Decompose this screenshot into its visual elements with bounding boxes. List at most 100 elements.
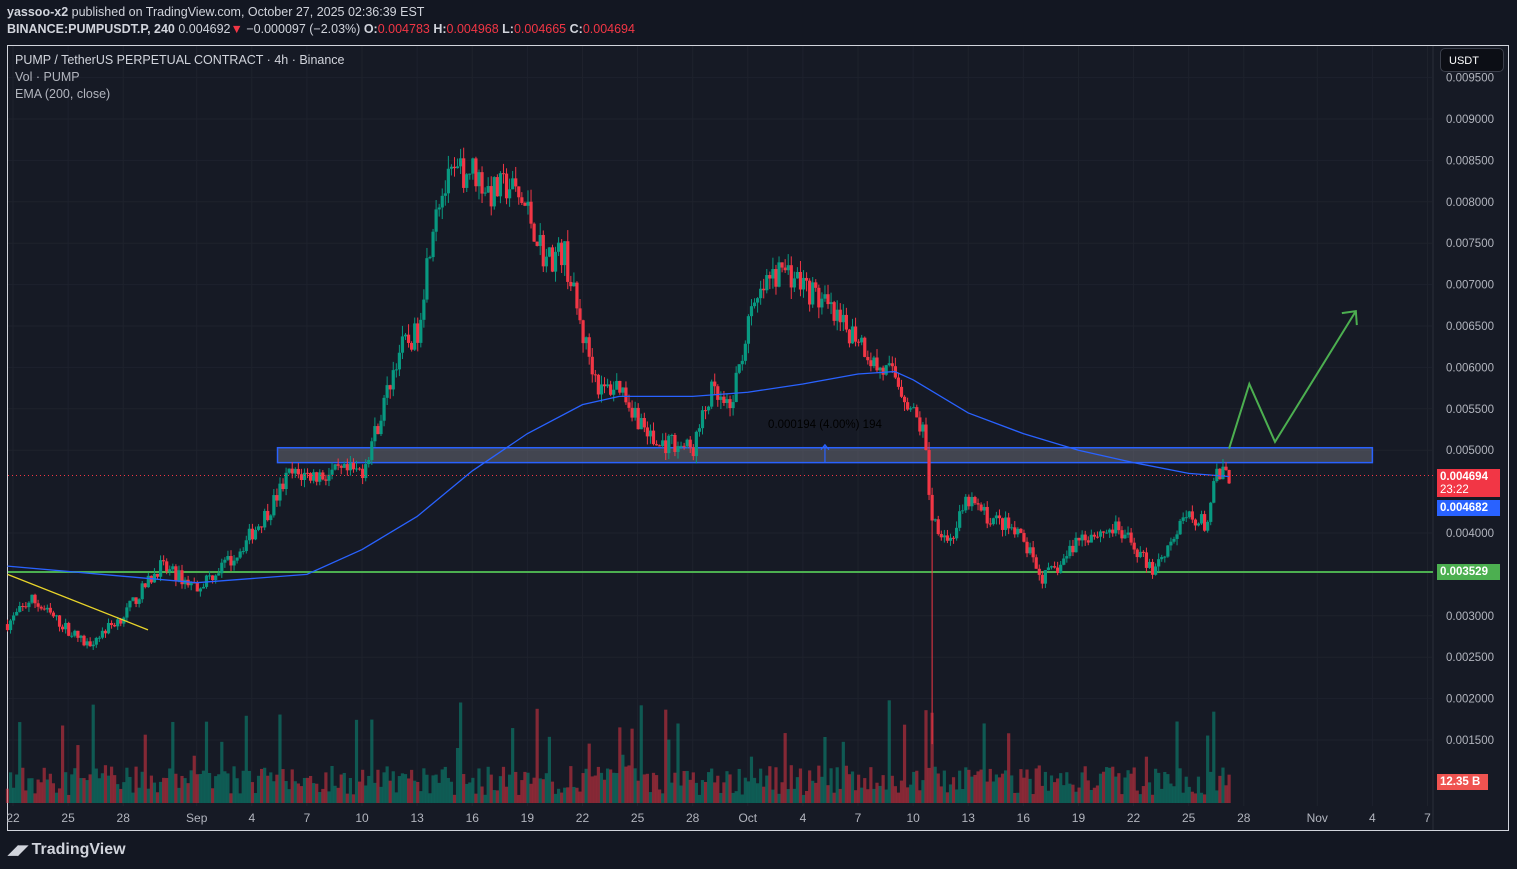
volume-bar [57, 788, 62, 803]
volume-bar [351, 794, 356, 803]
time-tick-label: Oct [738, 811, 757, 825]
volume-bar [664, 709, 668, 803]
candle [538, 234, 542, 246]
candle [798, 271, 803, 290]
volume-bar [578, 791, 582, 803]
high-label: H: [433, 22, 447, 36]
volume-bar [844, 765, 848, 803]
volume-bar [21, 767, 25, 803]
candle [143, 583, 147, 588]
volume-bar [1080, 772, 1084, 803]
volume-bar [1074, 791, 1078, 803]
volume-bar [290, 769, 294, 803]
candle [1052, 566, 1057, 568]
candle [1074, 537, 1078, 553]
candle [422, 299, 426, 320]
candle [1203, 514, 1207, 531]
candle [945, 535, 950, 541]
volume-bar [348, 777, 352, 803]
candle [624, 387, 628, 403]
candle [1126, 532, 1130, 535]
volume-bar [682, 771, 686, 803]
candle [832, 302, 836, 321]
candle [755, 298, 760, 303]
volume-bar [1092, 787, 1096, 803]
candle [912, 407, 916, 409]
candle [829, 302, 833, 305]
time-tick-label: 4 [248, 811, 255, 825]
candle [21, 606, 25, 608]
candle [158, 560, 163, 577]
volume-bar [391, 771, 395, 803]
price-tick-label: 0.003000 [1446, 611, 1494, 623]
volume-bar [1163, 771, 1167, 803]
candle [896, 377, 901, 387]
candle [134, 597, 138, 604]
candle [737, 364, 741, 373]
candle [572, 282, 576, 287]
volume-bar [1184, 776, 1188, 803]
volume-bar [1019, 769, 1023, 803]
candle [636, 407, 640, 430]
volume-bar [648, 792, 653, 803]
volume-bar [330, 765, 334, 803]
close-value: 0.004694 [582, 22, 635, 36]
volume-bar [131, 792, 135, 803]
time-tick-label: 25 [61, 811, 75, 825]
time-tick-label: 4 [1369, 811, 1376, 825]
candle [811, 282, 815, 305]
volume-bar [483, 794, 487, 803]
candle [792, 278, 796, 288]
candle [688, 439, 692, 448]
volume-bar [1098, 773, 1103, 803]
candle [1190, 511, 1194, 520]
volume-bar [119, 788, 123, 803]
candle [125, 607, 129, 618]
volume-bar [60, 725, 65, 803]
volume-bar [731, 792, 735, 803]
candle [33, 594, 37, 604]
candle [713, 381, 717, 387]
volume-bar [700, 780, 705, 803]
volume-bar [116, 784, 120, 803]
volume-bar [820, 776, 824, 803]
volume-bar [296, 783, 300, 803]
time-tick-label: 13 [410, 811, 424, 825]
candle [881, 367, 885, 375]
candle [486, 186, 490, 193]
candle [749, 306, 754, 317]
currency-button[interactable]: USDT [1440, 48, 1504, 72]
candle [296, 468, 300, 475]
candle [269, 515, 273, 521]
candle [235, 557, 239, 561]
candle [477, 172, 481, 187]
chart-pane[interactable] [7, 45, 1509, 831]
volume-bar [792, 788, 796, 803]
candle [462, 158, 466, 188]
volume-bar [875, 782, 879, 803]
candle [1117, 521, 1121, 531]
price-tick-label: 0.006000 [1446, 362, 1494, 374]
candle [508, 189, 512, 199]
candle [504, 173, 509, 199]
legend-ema[interactable]: EMA (200, close) [15, 87, 111, 101]
candle [1083, 534, 1087, 541]
volume-bar [713, 782, 717, 803]
legend-volume[interactable]: Vol · PUMP [15, 70, 80, 84]
volume-bar [336, 787, 340, 803]
volume-bar [452, 794, 457, 803]
candle [1031, 547, 1035, 558]
candle [1172, 538, 1176, 542]
volume-bar [293, 781, 297, 803]
tradingview-logo[interactable]: ◢◤ TradingView [8, 841, 126, 859]
candle [1132, 542, 1136, 550]
volume-bar [42, 767, 46, 803]
volume-bar [532, 777, 536, 803]
volume-bar [1218, 775, 1222, 803]
price-tick-label: 0.005500 [1446, 404, 1494, 416]
volume-bar [1111, 766, 1115, 803]
candle [621, 387, 625, 393]
candle [468, 173, 472, 175]
volume-bar [835, 767, 839, 803]
